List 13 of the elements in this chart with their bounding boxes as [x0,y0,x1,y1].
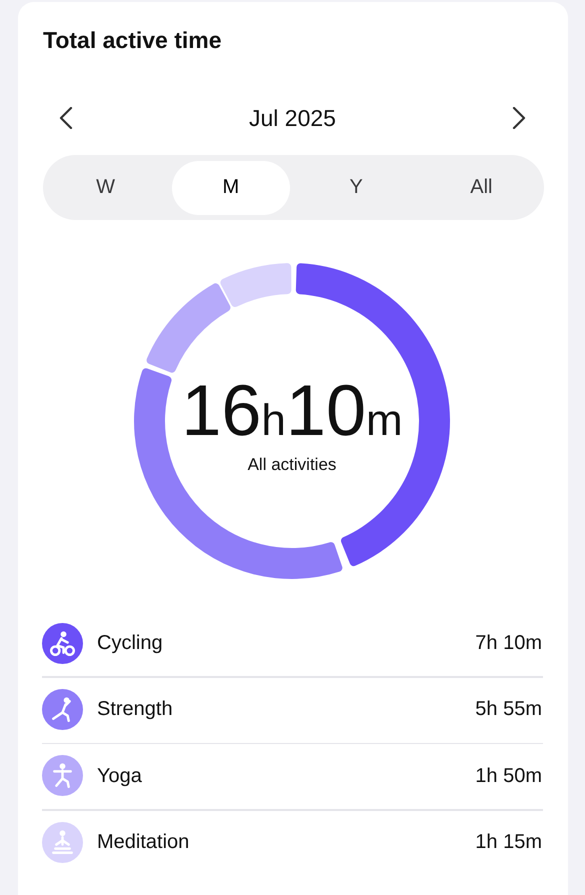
legend-label: Cycling [97,631,163,656]
chart-title: Total active time [43,27,222,54]
text: 16h10m [181,371,403,451]
legend-label: Meditation [97,830,190,856]
text: 1h 15m [475,830,542,856]
legend-label: Strength [97,697,173,722]
text: All activities [246,455,338,475]
legend-label: Yoga [97,764,142,789]
text: 5h 55m [475,697,542,722]
chart-subtitle: Jul 2025 [248,105,337,132]
segmented-control: W M Y All [43,155,544,220]
text: 1h 50m [475,764,542,789]
text: 7h 10m [475,631,542,656]
